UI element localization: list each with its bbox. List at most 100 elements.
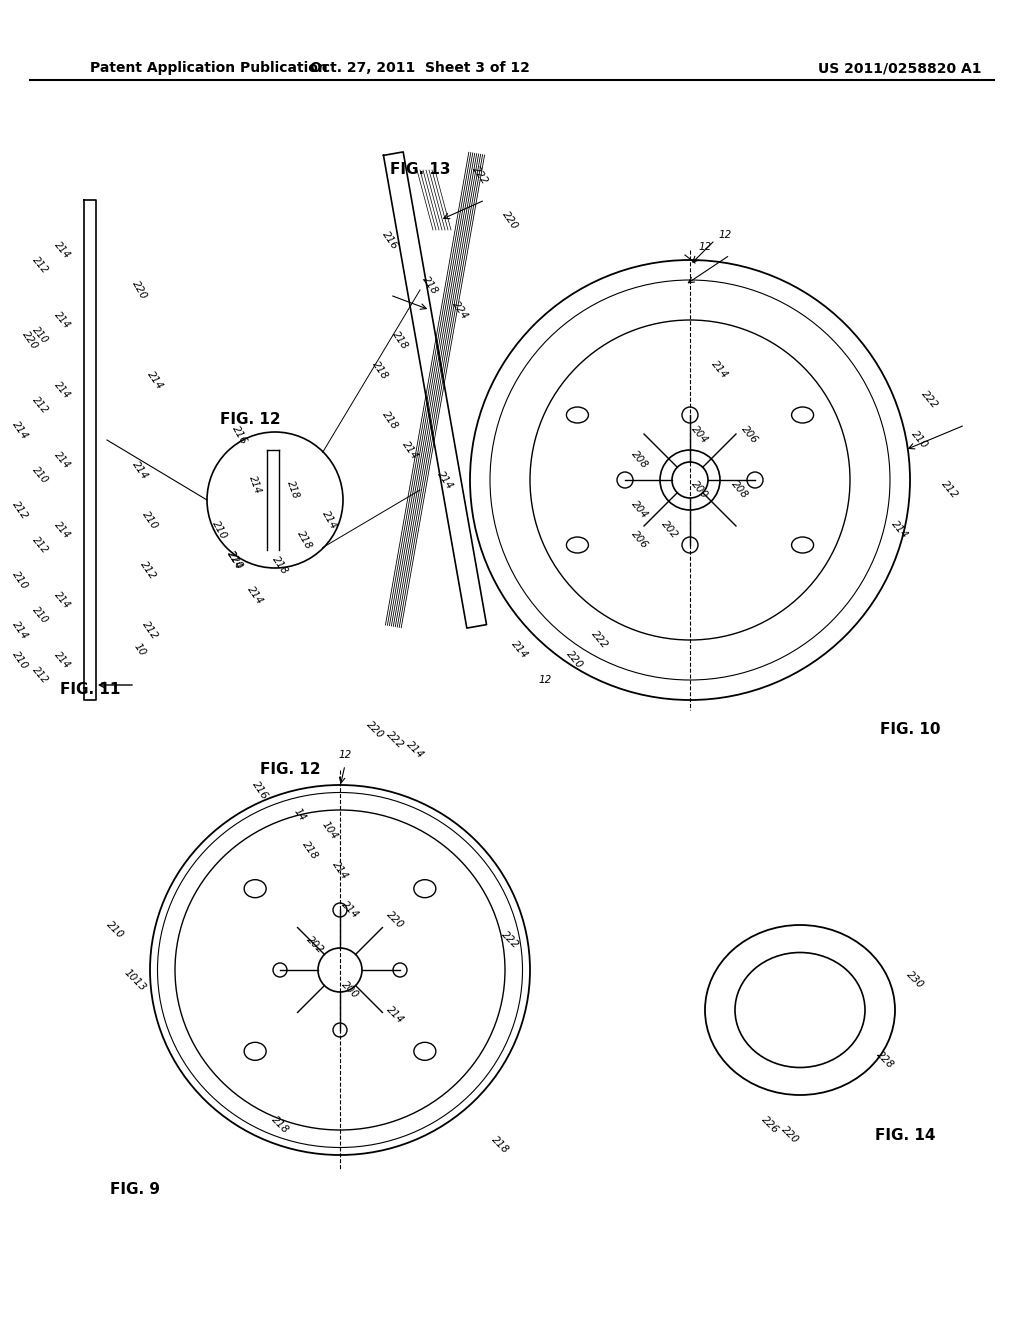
Text: 220: 220 <box>565 649 586 671</box>
Text: 224: 224 <box>451 300 470 321</box>
Text: 214: 214 <box>330 859 350 880</box>
Text: 206: 206 <box>630 529 650 550</box>
Text: 202: 202 <box>659 519 680 541</box>
Text: 222: 222 <box>920 389 940 411</box>
Text: 202: 202 <box>304 935 326 956</box>
Text: 220: 220 <box>225 549 245 572</box>
Text: 212: 212 <box>138 558 158 581</box>
Text: 220: 220 <box>384 909 406 931</box>
Text: 214: 214 <box>145 370 165 391</box>
Text: 216: 216 <box>380 228 399 251</box>
Text: 10: 10 <box>132 642 147 659</box>
Text: 210: 210 <box>104 920 126 941</box>
Text: Oct. 27, 2011  Sheet 3 of 12: Oct. 27, 2011 Sheet 3 of 12 <box>310 61 530 75</box>
Text: 214: 214 <box>247 474 263 495</box>
Text: FIG. 11: FIG. 11 <box>60 682 121 697</box>
Text: 214: 214 <box>225 549 245 572</box>
Text: 210: 210 <box>140 510 160 531</box>
Text: 218: 218 <box>285 479 301 500</box>
Text: 210: 210 <box>909 429 930 451</box>
Text: 222: 222 <box>500 929 520 950</box>
Text: 214: 214 <box>400 440 420 461</box>
Text: 214: 214 <box>10 619 30 642</box>
Text: 218: 218 <box>296 529 314 552</box>
Text: 208: 208 <box>630 449 650 471</box>
Text: 214: 214 <box>52 590 72 610</box>
Text: 216: 216 <box>250 779 269 801</box>
Text: 200: 200 <box>339 979 360 1001</box>
Text: 214: 214 <box>510 639 530 661</box>
Text: 210: 210 <box>10 649 30 671</box>
Text: 218: 218 <box>269 1114 291 1135</box>
Text: 212: 212 <box>30 664 50 685</box>
Text: 212: 212 <box>30 255 50 276</box>
Text: 200: 200 <box>690 479 711 500</box>
Text: 210: 210 <box>10 569 30 591</box>
Text: 218: 218 <box>300 840 319 861</box>
Text: 214: 214 <box>52 310 72 330</box>
Text: 216: 216 <box>230 424 249 446</box>
Text: FIG. 13: FIG. 13 <box>390 162 451 177</box>
Text: 14: 14 <box>292 807 308 824</box>
Text: 206: 206 <box>739 424 760 446</box>
Text: 218: 218 <box>420 275 439 296</box>
Text: 214: 214 <box>339 899 360 920</box>
Text: 222: 222 <box>470 164 489 186</box>
Text: 220: 220 <box>131 279 150 301</box>
Text: 228: 228 <box>874 1049 896 1071</box>
Text: 212: 212 <box>30 395 50 416</box>
Text: 218: 218 <box>270 554 290 576</box>
Text: 12: 12 <box>698 242 712 252</box>
Text: FIG. 9: FIG. 9 <box>110 1183 160 1197</box>
Text: 218: 218 <box>489 1134 511 1155</box>
Text: 214: 214 <box>10 418 30 441</box>
Text: 214: 214 <box>52 520 72 540</box>
Text: 210: 210 <box>30 465 50 486</box>
Text: 220: 220 <box>779 1125 801 1146</box>
Text: 104: 104 <box>321 818 340 841</box>
Text: 212: 212 <box>30 535 50 556</box>
Text: 204: 204 <box>690 424 711 446</box>
Text: 12: 12 <box>719 230 731 240</box>
Text: 220: 220 <box>365 719 386 741</box>
Text: 214: 214 <box>710 359 730 381</box>
Text: 212: 212 <box>940 479 961 500</box>
Text: 214: 214 <box>404 739 426 760</box>
Text: 214: 214 <box>130 459 150 480</box>
Text: 210: 210 <box>30 605 50 626</box>
Circle shape <box>660 450 720 510</box>
Text: 230: 230 <box>904 969 926 990</box>
Text: 214: 214 <box>245 583 265 606</box>
Text: FIG. 10: FIG. 10 <box>880 722 940 738</box>
Text: 226: 226 <box>760 1114 780 1135</box>
Text: 218: 218 <box>371 359 390 381</box>
Text: US 2011/0258820 A1: US 2011/0258820 A1 <box>818 61 982 75</box>
Text: Patent Application Publication: Patent Application Publication <box>90 61 328 75</box>
Text: 12: 12 <box>539 675 552 685</box>
Text: 212: 212 <box>10 499 30 521</box>
Text: 214: 214 <box>52 240 72 260</box>
Text: 222: 222 <box>384 730 406 751</box>
Text: 214: 214 <box>52 649 72 671</box>
Text: 204: 204 <box>630 499 650 521</box>
Text: FIG. 14: FIG. 14 <box>874 1127 936 1143</box>
Text: 218: 218 <box>390 329 410 351</box>
Text: 214: 214 <box>890 519 910 541</box>
Text: 214: 214 <box>384 1005 406 1026</box>
Text: 12: 12 <box>338 750 351 760</box>
Text: 214: 214 <box>435 469 455 491</box>
Text: 210: 210 <box>211 519 229 541</box>
Text: 212: 212 <box>140 619 160 642</box>
Text: 214: 214 <box>52 450 72 470</box>
Text: FIG. 12: FIG. 12 <box>260 763 321 777</box>
Text: FIG. 12: FIG. 12 <box>220 412 281 428</box>
Text: 222: 222 <box>590 630 610 651</box>
Text: 220: 220 <box>20 329 40 351</box>
Text: 210: 210 <box>30 325 50 346</box>
Text: 218: 218 <box>380 409 399 432</box>
Text: 214: 214 <box>321 510 339 531</box>
Text: 208: 208 <box>730 479 751 500</box>
Text: 1013: 1013 <box>122 968 147 993</box>
Text: 214: 214 <box>52 380 72 400</box>
Text: 220: 220 <box>500 209 520 231</box>
